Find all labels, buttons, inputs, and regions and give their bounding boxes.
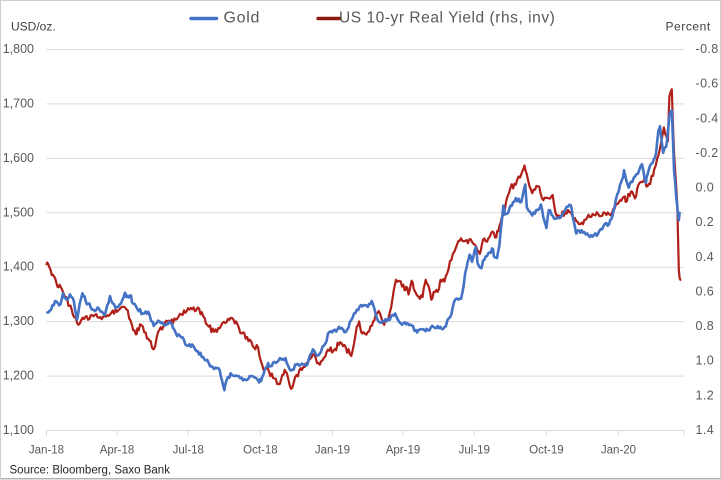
svg-text:0.0: 0.0 [696, 181, 715, 195]
svg-text:-0.6: -0.6 [696, 77, 719, 91]
svg-text:Jan-18: Jan-18 [29, 445, 64, 457]
svg-text:Oct-18: Oct-18 [243, 445, 278, 457]
svg-text:1.2: 1.2 [696, 388, 715, 402]
svg-text:Jan-20: Jan-20 [601, 445, 636, 457]
svg-text:-0.8: -0.8 [696, 42, 719, 56]
svg-text:0.8: 0.8 [696, 319, 715, 333]
svg-text:1,700: 1,700 [3, 96, 34, 110]
svg-text:Jan-19: Jan-19 [315, 445, 350, 457]
svg-text:1,400: 1,400 [3, 260, 34, 274]
svg-text:Jul-19: Jul-19 [459, 445, 490, 457]
svg-text:-0.4: -0.4 [696, 111, 719, 125]
svg-text:Gold: Gold [224, 10, 261, 27]
svg-text:0.6: 0.6 [696, 285, 715, 299]
svg-text:Oct-19: Oct-19 [529, 445, 564, 457]
svg-text:1,600: 1,600 [3, 151, 34, 165]
svg-text:0.2: 0.2 [696, 215, 715, 229]
svg-text:0.4: 0.4 [696, 250, 715, 264]
svg-text:1,300: 1,300 [3, 314, 34, 328]
svg-text:Source: Bloomberg, Saxo Bank: Source: Bloomberg, Saxo Bank [10, 465, 171, 477]
svg-text:1.0: 1.0 [696, 354, 715, 368]
svg-text:1,800: 1,800 [3, 42, 34, 56]
svg-text:Percent: Percent [666, 20, 711, 34]
svg-text:1,200: 1,200 [3, 369, 34, 383]
svg-text:1.4: 1.4 [696, 423, 715, 437]
svg-text:USD/oz.: USD/oz. [11, 20, 56, 34]
svg-text:Jul-18: Jul-18 [173, 445, 204, 457]
svg-text:US 10-yr Real Yield (rhs, inv): US 10-yr Real Yield (rhs, inv) [339, 10, 555, 27]
svg-text:1,500: 1,500 [3, 205, 34, 219]
svg-text:1,100: 1,100 [3, 423, 34, 437]
svg-text:Apr-19: Apr-19 [386, 445, 421, 457]
svg-text:Apr-18: Apr-18 [100, 445, 135, 457]
svg-text:-0.2: -0.2 [696, 146, 719, 160]
